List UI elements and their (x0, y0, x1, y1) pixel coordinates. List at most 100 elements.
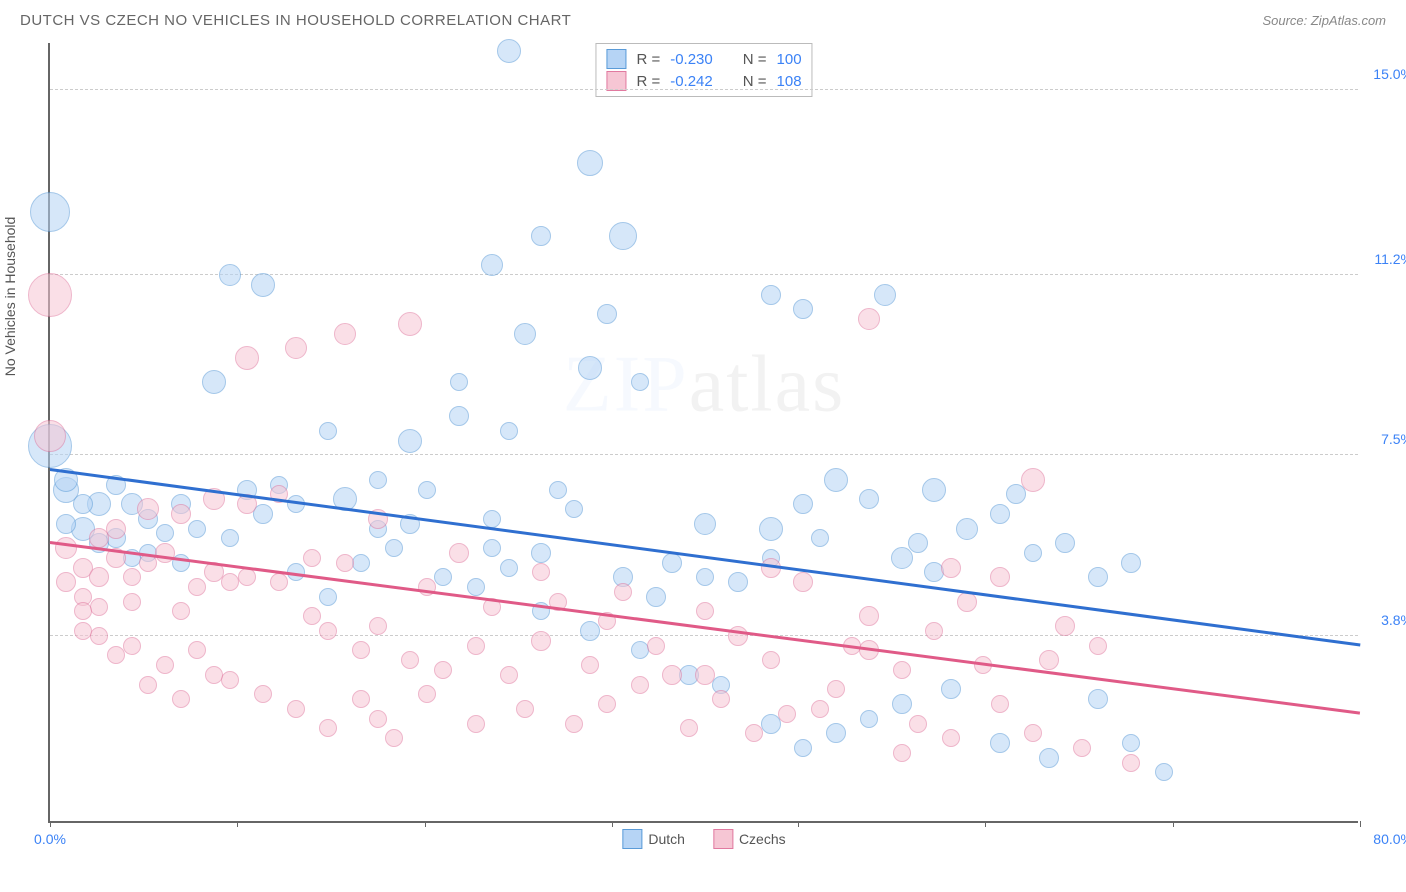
stat-label-r: R = (636, 51, 660, 68)
scatter-point (696, 602, 714, 620)
scatter-point (221, 573, 239, 591)
scatter-point (956, 518, 978, 540)
scatter-point (793, 494, 813, 514)
scatter-point (1024, 724, 1042, 742)
scatter-point (188, 520, 206, 538)
chart-container: No Vehicles in Household ZIPatlas R = -0.… (0, 33, 1406, 863)
chart-header: DUTCH VS CZECH NO VEHICLES IN HOUSEHOLD … (0, 0, 1406, 33)
stat-label-r: R = (636, 73, 660, 90)
y-tick-label: 3.8% (1381, 612, 1406, 628)
scatter-point (28, 273, 72, 317)
scatter-point (319, 422, 337, 440)
scatter-point (172, 602, 190, 620)
scatter-point (221, 529, 239, 547)
scatter-point (1122, 754, 1140, 772)
scatter-point (202, 370, 226, 394)
y-axis-label: No Vehicles in Household (2, 217, 18, 377)
x-tick (50, 821, 51, 827)
scatter-point (1055, 616, 1075, 636)
scatter-point (156, 524, 174, 542)
scatter-point (761, 285, 781, 305)
scatter-point (251, 273, 275, 297)
scatter-point (531, 226, 551, 246)
scatter-point (270, 573, 288, 591)
legend-label: Dutch (648, 831, 685, 847)
legend-item: Czechs (713, 829, 786, 849)
scatter-point (398, 312, 422, 336)
scatter-point (1039, 748, 1059, 768)
scatter-point (238, 568, 256, 586)
stat-label-n: N = (743, 73, 767, 90)
scatter-point (922, 478, 946, 502)
scatter-point (581, 656, 599, 674)
scatter-point (1088, 567, 1108, 587)
scatter-point (500, 666, 518, 684)
scatter-point (577, 150, 603, 176)
scatter-point (303, 549, 321, 567)
scatter-point (73, 494, 93, 514)
scatter-point (56, 572, 76, 592)
scatter-point (398, 429, 422, 453)
scatter-point (991, 695, 1009, 713)
scatter-point (662, 553, 682, 573)
scatter-point (139, 676, 157, 694)
gridline-h (50, 635, 1358, 636)
scatter-point (598, 695, 616, 713)
x-tick (425, 821, 426, 827)
scatter-point (893, 661, 911, 679)
scatter-point (385, 729, 403, 747)
trend-line (50, 541, 1360, 714)
scatter-point (893, 744, 911, 762)
scatter-point (172, 690, 190, 708)
scatter-point (55, 537, 77, 559)
stat-value-r: -0.230 (670, 51, 713, 68)
legend-swatch (622, 829, 642, 849)
scatter-point (762, 651, 780, 669)
scatter-point (89, 528, 109, 548)
scatter-point (401, 651, 419, 669)
y-tick-label: 15.0% (1373, 66, 1406, 82)
scatter-point (1155, 763, 1173, 781)
stat-value-n: 108 (777, 73, 802, 90)
legend-swatch (606, 49, 626, 69)
gridline-h (50, 89, 1358, 90)
scatter-point (497, 39, 521, 63)
scatter-point (811, 700, 829, 718)
scatter-point (614, 583, 632, 601)
scatter-point (89, 567, 109, 587)
scatter-point (1024, 544, 1042, 562)
scatter-point (811, 529, 829, 547)
scatter-point (1021, 468, 1045, 492)
scatter-point (712, 690, 730, 708)
scatter-point (319, 588, 337, 606)
scatter-point (532, 563, 550, 581)
scatter-point (285, 337, 307, 359)
scatter-point (565, 500, 583, 518)
x-tick (985, 821, 986, 827)
scatter-point (1073, 739, 1091, 757)
x-tick (798, 821, 799, 827)
scatter-point (369, 710, 387, 728)
scatter-point (171, 504, 191, 524)
chart-source: Source: ZipAtlas.com (1262, 13, 1386, 28)
scatter-point (514, 323, 536, 345)
scatter-point (467, 578, 485, 596)
scatter-point (662, 665, 682, 685)
scatter-point (647, 637, 665, 655)
scatter-point (990, 504, 1010, 524)
scatter-point (990, 567, 1010, 587)
scatter-point (957, 592, 977, 612)
stat-value-r: -0.242 (670, 73, 713, 90)
watermark-text: ZIPatlas (563, 340, 846, 431)
scatter-point (336, 554, 354, 572)
scatter-point (793, 299, 813, 319)
x-tick (1360, 821, 1361, 827)
scatter-point (500, 559, 518, 577)
scatter-point (74, 602, 92, 620)
scatter-point (694, 513, 716, 535)
legend-item: Dutch (622, 829, 685, 849)
scatter-point (369, 617, 387, 635)
scatter-point (123, 568, 141, 586)
scatter-point (450, 373, 468, 391)
scatter-point (319, 719, 337, 737)
